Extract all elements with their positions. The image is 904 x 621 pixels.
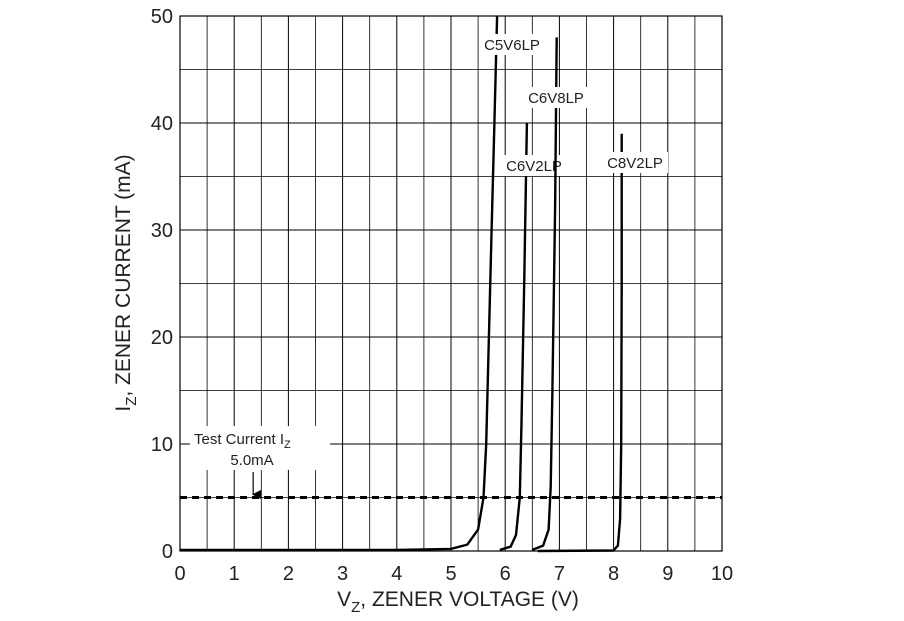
y-tick-label: 40 [151,113,173,135]
series-label-bg [501,155,567,176]
series-line [499,122,529,552]
x-axis-title: V [337,588,351,611]
x-tick-label: 4 [391,563,402,585]
annotation-bg [190,426,330,470]
x-tick-label: 10 [711,563,733,585]
annotation-text: Test Current IZ [194,431,291,451]
annotation-value: 5.0mA [230,452,273,469]
series-label-bg [523,87,589,108]
x-tick-label: 5 [445,563,456,585]
x-tick-label: 9 [662,563,673,585]
annotation-text: Test Current I [194,431,284,448]
x-tick-label: 2 [283,563,294,585]
y-tick-label: 10 [151,434,173,456]
series-label: C6V8LP [528,90,584,107]
y-tick-label: 30 [151,220,173,242]
x-tick-label: 7 [554,563,565,585]
y-axis-title: I [112,406,135,412]
y-axis-title: IZ, ZENER CURRENT (mA) [112,154,140,411]
x-axis-title-sub: Z [351,599,360,616]
series-line [531,37,558,552]
series-label: C6V2LP [506,158,562,175]
x-axis-title: VZ, ZENER VOLTAGE (V) [337,588,579,616]
y-tick-label: 50 [151,6,173,28]
x-tick-label: 1 [229,563,240,585]
y-axis-title: , ZENER CURRENT (mA) [112,154,135,396]
series-label: C5V6LP [484,37,540,54]
series-label: C8V2LP [607,155,663,172]
series-line [537,133,623,553]
x-tick-label: 8 [608,563,619,585]
y-tick-label: 20 [151,327,173,349]
y-axis-title-sub: Z [123,397,140,406]
series-label-bg [479,34,545,55]
annotation-sub: Z [284,439,291,451]
x-tick-label: 6 [500,563,511,585]
x-tick-label: 0 [174,563,185,585]
series-line [180,15,499,552]
y-tick-label: 0 [162,541,173,563]
x-axis-title: , ZENER VOLTAGE (V) [360,588,579,611]
series-label-bg [602,152,668,173]
x-tick-label: 3 [337,563,348,585]
plot-frame [179,15,723,552]
